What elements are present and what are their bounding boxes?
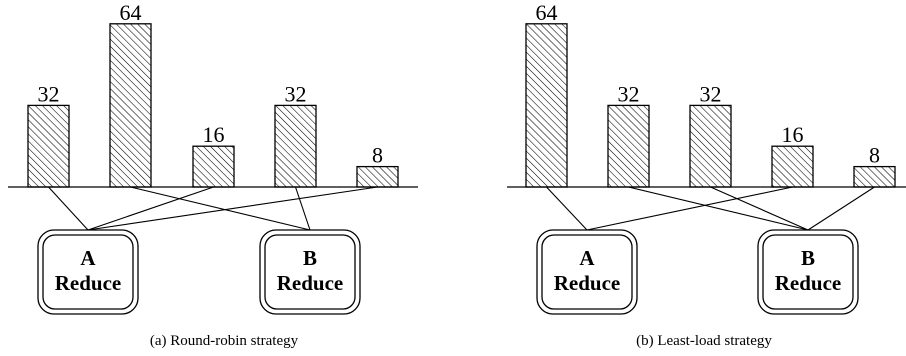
reducer-letter: A	[80, 246, 96, 270]
reducer-label: Reduce	[277, 271, 344, 295]
bar-value-label: 32	[285, 81, 307, 106]
partition-bar-3	[689, 104, 732, 188]
reducer-inner-border	[42, 234, 134, 310]
link-bar-4-to-A	[586, 186, 793, 231]
link-bar-5-to-B	[807, 186, 875, 231]
partition-bar-1	[27, 104, 70, 188]
bar-value-label: 32	[38, 81, 60, 106]
reducer-letter: B	[801, 246, 815, 270]
link-bar-2-to-B	[130, 186, 311, 231]
partition-bar-2	[607, 104, 650, 188]
link-bar-5-to-A	[87, 186, 378, 231]
bar-value-label: 16	[203, 122, 225, 147]
bar-value-label: 8	[869, 143, 880, 168]
reducer-inner-border	[762, 234, 854, 310]
bar-value-label: 32	[618, 81, 640, 106]
reducer-label: Reduce	[775, 271, 842, 295]
link-bar-4-to-B	[294, 186, 311, 231]
bar-value-label: 64	[536, 0, 558, 25]
assignment-links	[546, 186, 875, 231]
link-bar-1-to-A	[48, 186, 89, 231]
reducer-letter: B	[303, 246, 317, 270]
partition-bar-2	[109, 23, 152, 188]
assignment-links	[48, 186, 378, 231]
reducer-letter: A	[579, 246, 595, 270]
panel-caption: (a) Round-robin strategy	[150, 333, 299, 349]
link-bar-3-to-A	[87, 186, 214, 231]
partition-bar-5	[356, 165, 399, 188]
partition-bar-1	[525, 23, 568, 188]
partition-bar-5	[853, 165, 896, 188]
bar-value-label: 8	[372, 143, 383, 168]
partition-bar-4	[771, 145, 814, 188]
bar-value-label: 32	[700, 81, 722, 106]
partition-bar-4	[274, 104, 317, 188]
reducer-label: Reduce	[55, 271, 122, 295]
bar-value-label: 64	[120, 0, 142, 25]
reducer-label: Reduce	[554, 271, 621, 295]
reducer-inner-border	[264, 234, 356, 310]
link-bar-3-to-B	[710, 186, 809, 231]
reducer-inner-border	[541, 234, 633, 310]
bar-value-label: 16	[782, 122, 804, 147]
partition-bar-3	[192, 145, 235, 188]
link-bar-2-to-B	[628, 186, 809, 231]
panel-caption: (b) Least-load strategy	[636, 333, 772, 349]
link-bar-1-to-A	[546, 186, 588, 231]
